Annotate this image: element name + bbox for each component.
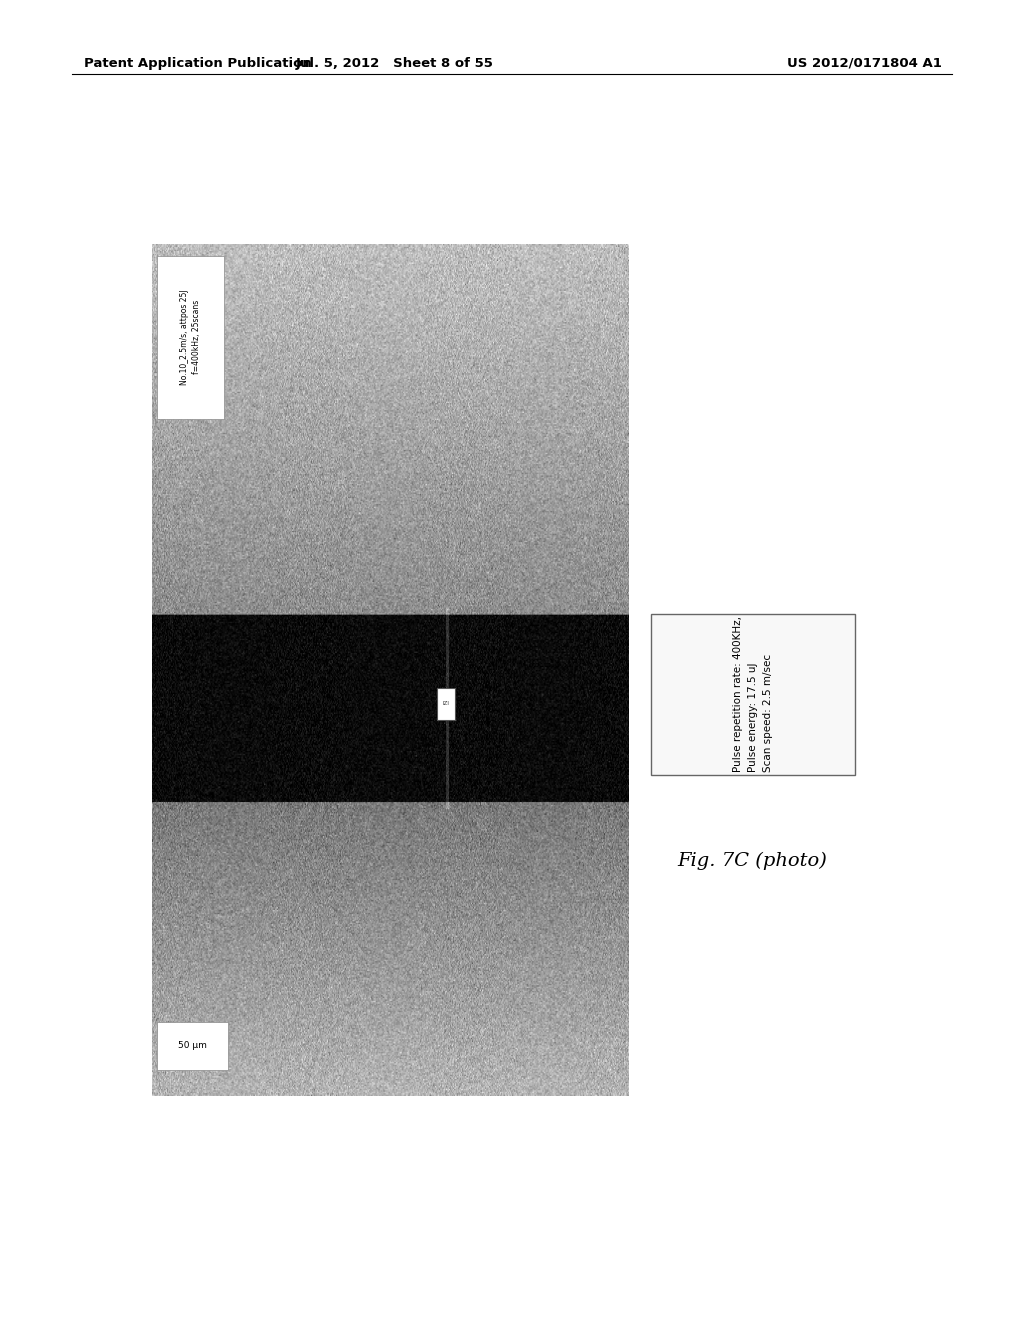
Text: No.10_2.5m/s, attpos 25J
f=400kHz, 25scans: No.10_2.5m/s, attpos 25J f=400kHz, 25sca… [180, 289, 201, 385]
Text: Fig. 7C (photo): Fig. 7C (photo) [678, 851, 827, 870]
Bar [157, 256, 224, 418]
Text: Pulse repetition rate: 400KHz,
Pulse energy: 17.5 uJ
Scan speed: 2.5 m/sec: Pulse repetition rate: 400KHz, Pulse ene… [733, 616, 773, 772]
Text: 50 μm: 50 μm [178, 1041, 207, 1051]
Text: IZI: IZI [442, 701, 450, 706]
Bar [157, 1022, 228, 1071]
Text: US 2012/0171804 A1: US 2012/0171804 A1 [787, 57, 942, 70]
Text: Patent Application Publication: Patent Application Publication [84, 57, 311, 70]
Text: Jul. 5, 2012   Sheet 8 of 55: Jul. 5, 2012 Sheet 8 of 55 [295, 57, 494, 70]
FancyBboxPatch shape [651, 614, 855, 775]
Bar [437, 688, 455, 719]
